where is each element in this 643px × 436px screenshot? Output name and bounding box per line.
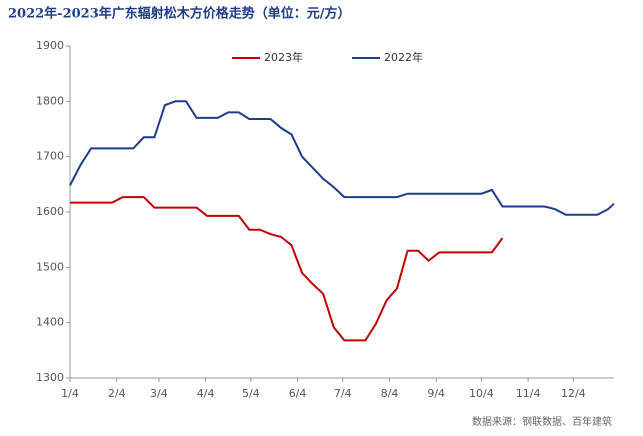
x-tick-label: 7/4: [334, 387, 352, 400]
x-tick-label: 10/4: [469, 387, 494, 400]
x-tick-label: 5/4: [242, 387, 260, 400]
x-tick-label: 1/4: [61, 387, 79, 400]
x-tick-label: 6/4: [289, 387, 307, 400]
y-tick-label: 1800: [36, 94, 64, 107]
x-tick-label: 8/4: [381, 387, 399, 400]
y-tick-label: 1700: [36, 150, 64, 163]
source-note: 数据来源：钢联数据、百年建筑: [472, 415, 612, 428]
x-tick-label: 4/4: [197, 387, 215, 400]
x-tick-label: 3/4: [150, 387, 168, 400]
series-line: [69, 100, 615, 216]
legend-label: 2023年: [264, 50, 303, 64]
y-tick-label: 1900: [36, 39, 64, 52]
y-tick-label: 1500: [36, 260, 64, 273]
x-tick-label: 12/4: [561, 387, 586, 400]
y-tick-label: 1300: [36, 371, 64, 384]
y-tick-label: 1400: [36, 316, 64, 329]
y-tick-label: 1600: [36, 205, 64, 218]
series-line: [70, 196, 504, 342]
chart-title: 2022年-2023年广东辐射松木方价格走势（单位：元/方）: [8, 6, 351, 22]
x-tick-label: 11/4: [516, 387, 541, 400]
legend-label: 2022年: [384, 50, 423, 64]
x-tick-label: 2/4: [108, 387, 126, 400]
x-tick-label: 9/4: [427, 387, 445, 400]
